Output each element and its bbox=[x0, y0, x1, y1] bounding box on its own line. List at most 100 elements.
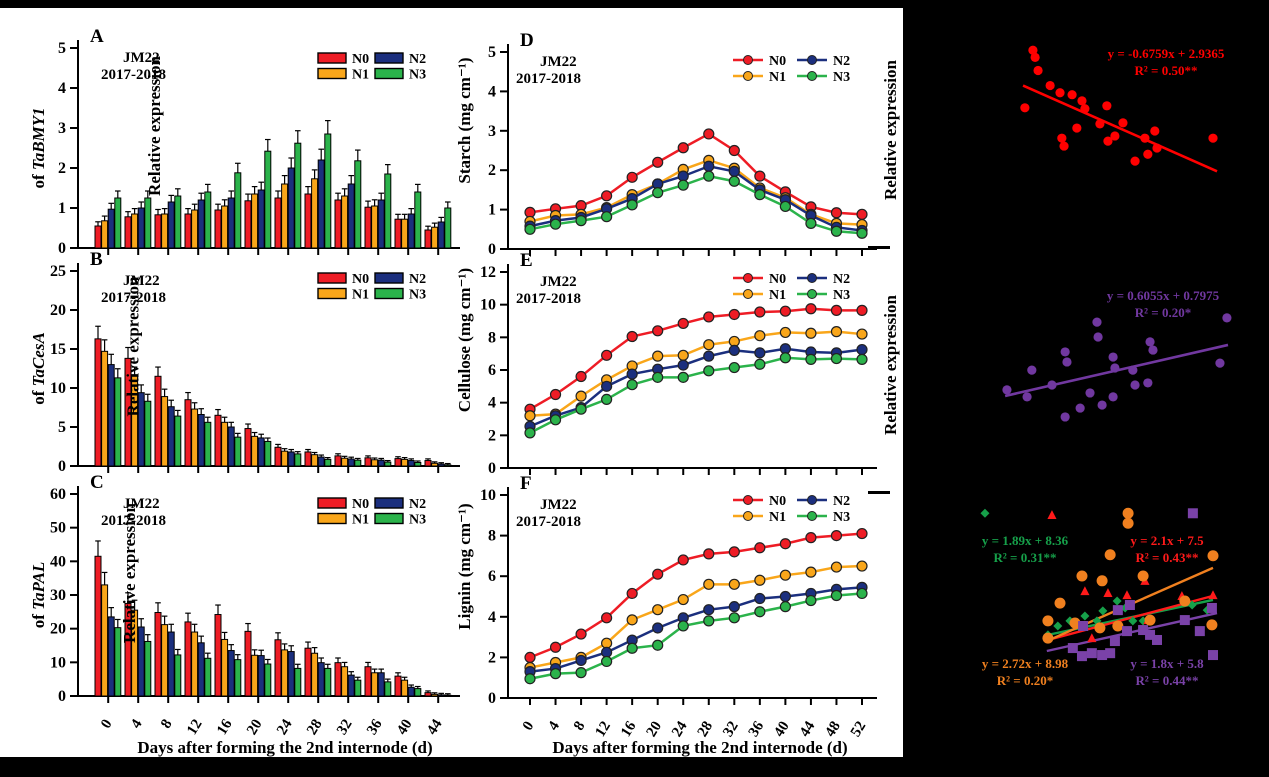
data-point bbox=[856, 208, 868, 220]
data-point bbox=[779, 352, 791, 364]
scatter-point-diamond bbox=[1128, 616, 1138, 626]
scatter-top-y-label: Relative expression bbox=[881, 60, 900, 200]
y-tick-label: 12 bbox=[480, 264, 496, 281]
data-point bbox=[549, 641, 562, 653]
panel-letter: A bbox=[90, 26, 104, 47]
x-tick-label: 28 bbox=[304, 717, 326, 738]
data-point bbox=[626, 379, 638, 391]
data-point bbox=[728, 361, 740, 374]
panel-f-line-chart-lignin: 0 2 4 6 8 10 0 4 8 12 16 20 24 28 32 36 40 44 48 52 F JM22 201… bbox=[440, 473, 905, 757]
bar bbox=[197, 199, 205, 249]
bar bbox=[114, 627, 122, 697]
x-tick-label: 0 bbox=[98, 717, 116, 732]
bar bbox=[281, 450, 289, 467]
data-point bbox=[575, 215, 587, 227]
scatter-point bbox=[1095, 119, 1105, 129]
y-tick-label: 5 bbox=[488, 44, 496, 61]
bar bbox=[154, 612, 162, 697]
bar bbox=[324, 458, 332, 467]
scatter-point bbox=[1130, 156, 1140, 166]
scatter-point-circle bbox=[1104, 549, 1116, 561]
legend-marker bbox=[743, 511, 753, 521]
scatter-point-diamond bbox=[1080, 611, 1090, 621]
legend-label: N3 bbox=[409, 513, 426, 528]
season-label: 2017-2018 bbox=[516, 514, 581, 530]
bar bbox=[131, 213, 139, 249]
bar bbox=[431, 226, 439, 249]
data-point bbox=[677, 179, 689, 191]
scatter-point bbox=[1152, 143, 1162, 153]
legend-label: N0 bbox=[769, 272, 786, 287]
cultivar-label: JM22 bbox=[123, 273, 160, 289]
x-tick-label: 24 bbox=[274, 716, 296, 738]
bar bbox=[371, 205, 379, 249]
line-series-N2 bbox=[524, 581, 868, 678]
scatter-point-square bbox=[1076, 651, 1087, 662]
legend-label: N2 bbox=[833, 54, 850, 69]
data-point bbox=[754, 189, 766, 201]
scatter-point-diamond bbox=[980, 508, 990, 518]
scatter-point-square bbox=[1152, 634, 1163, 645]
data-point bbox=[703, 350, 715, 362]
bar bbox=[251, 435, 259, 467]
bar bbox=[377, 459, 385, 467]
data-point bbox=[805, 532, 817, 544]
scatter-point-circle bbox=[1207, 550, 1219, 562]
line-series-N3 bbox=[524, 170, 868, 239]
cultivar-label: JM22 bbox=[540, 274, 577, 290]
data-point bbox=[805, 353, 817, 365]
panel-letter: C bbox=[90, 472, 104, 493]
bar bbox=[377, 199, 385, 249]
scatter-point-square bbox=[1194, 626, 1205, 637]
data-point bbox=[626, 330, 638, 343]
bar bbox=[107, 364, 115, 467]
regression-equation-purple: y = 1.8x + 5.8 R² = 0.44** bbox=[1106, 656, 1228, 690]
bar bbox=[114, 197, 122, 249]
bar bbox=[174, 654, 182, 697]
y-tick-label: 0 bbox=[58, 458, 66, 475]
bar bbox=[154, 214, 162, 249]
y-tick-label: 0 bbox=[58, 688, 66, 705]
data-point bbox=[677, 593, 689, 606]
x-tick-label: 16 bbox=[618, 718, 640, 740]
season-label: 2017-2018 bbox=[516, 291, 581, 307]
data-point bbox=[677, 371, 689, 383]
bar bbox=[311, 652, 319, 697]
scatter-point-square bbox=[1121, 626, 1132, 637]
bar bbox=[144, 640, 152, 697]
data-point bbox=[677, 317, 689, 330]
bottom-border-bar bbox=[0, 757, 1269, 777]
scatter-point-square bbox=[1208, 650, 1219, 661]
scatter-point bbox=[1140, 133, 1150, 143]
legend-swatch bbox=[374, 272, 404, 284]
bar bbox=[144, 400, 152, 467]
legend-swatch bbox=[374, 497, 404, 509]
bar bbox=[221, 638, 229, 697]
y-tick-label: 0 bbox=[58, 240, 66, 257]
data-point bbox=[728, 578, 740, 590]
bar bbox=[334, 662, 342, 697]
bar bbox=[324, 133, 332, 249]
bar bbox=[167, 406, 175, 467]
line-series-N3 bbox=[524, 352, 868, 439]
bar bbox=[401, 458, 409, 467]
bar bbox=[317, 159, 325, 249]
bar bbox=[394, 218, 402, 249]
bar bbox=[251, 654, 259, 697]
scatter-point bbox=[1208, 133, 1218, 143]
data-point bbox=[856, 304, 868, 316]
scatter-point bbox=[1222, 313, 1232, 323]
bar bbox=[384, 461, 392, 467]
y-axis-label-line1: Relative expression bbox=[145, 55, 164, 195]
scatter-point bbox=[1103, 136, 1113, 146]
scatter-point-square bbox=[1145, 629, 1156, 640]
bar bbox=[431, 693, 439, 697]
x-tick-label: 44 bbox=[797, 718, 819, 740]
bar bbox=[354, 459, 362, 467]
data-point bbox=[779, 569, 791, 581]
y-tick-label: 20 bbox=[50, 302, 66, 319]
bar bbox=[184, 399, 192, 467]
